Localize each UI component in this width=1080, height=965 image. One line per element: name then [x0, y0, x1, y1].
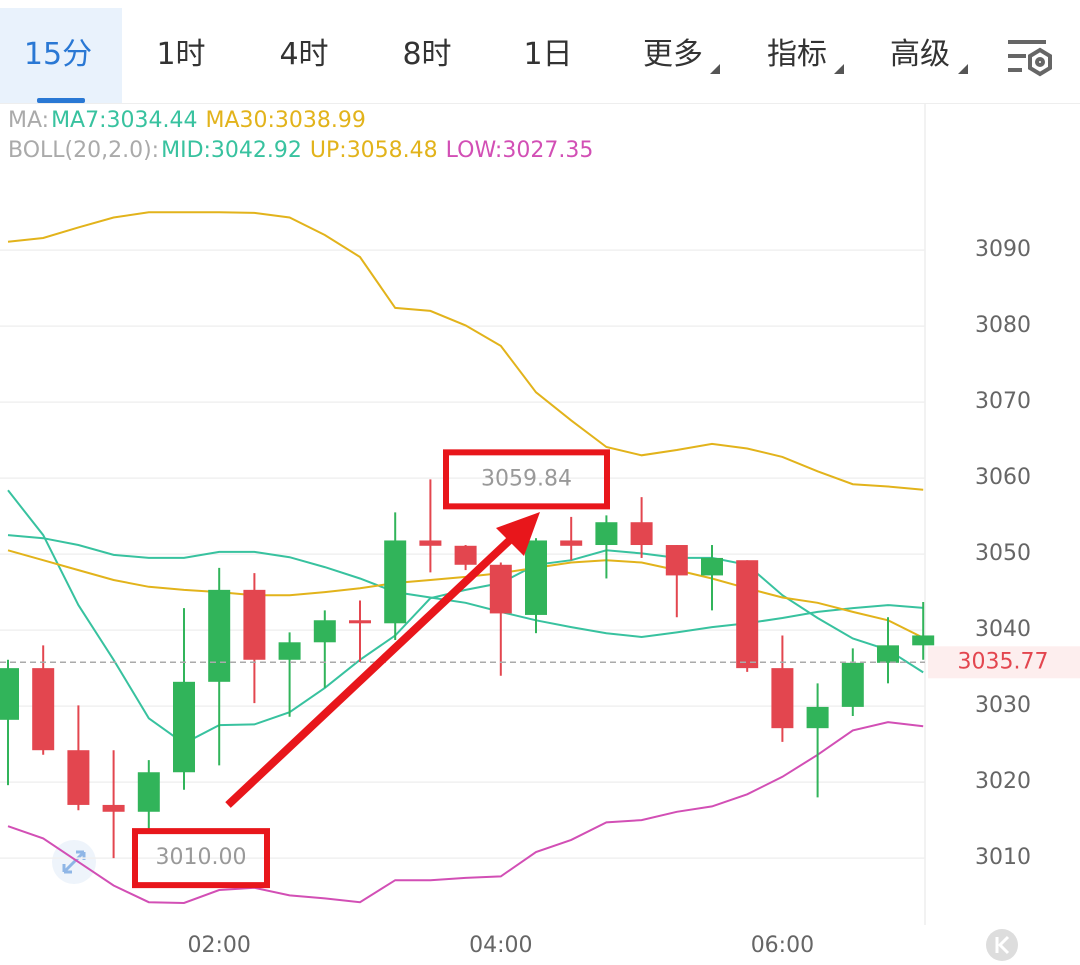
candle-body: [384, 540, 407, 624]
tab[interactable]: 高级: [890, 37, 950, 72]
candle-body: [806, 706, 829, 729]
candle-body: [595, 522, 618, 546]
extreme-label: 3010.00: [156, 845, 247, 870]
candle-body: [349, 620, 371, 624]
indicator-lines: [7, 211, 924, 905]
indicator-legend: MA:MA7:3034.44 MA30:3038.99 BOLL(20,2.0):M…: [8, 106, 593, 166]
indicator-line: [7, 721, 924, 905]
active-tab-underline: [37, 98, 85, 103]
tab[interactable]: 更多: [643, 37, 703, 72]
candle-body: [419, 540, 442, 546]
candle-body: [208, 589, 231, 682]
x-tick-label: 02:00: [187, 933, 250, 958]
last-price-label: 3035.77: [958, 649, 1049, 674]
candle-body: [841, 662, 864, 707]
candle-body: [0, 668, 19, 720]
y-tick-label: 3050: [975, 541, 1031, 566]
last-price-tag: [928, 646, 1080, 679]
y-tick-label: 3010: [975, 845, 1031, 870]
y-tick-label: 3030: [975, 693, 1031, 718]
tab[interactable]: 15分: [23, 37, 93, 72]
extreme-label: 3059.84: [481, 466, 572, 491]
y-tick-label: 3020: [975, 769, 1031, 794]
candle-body: [313, 620, 336, 643]
candle-body: [877, 645, 899, 663]
candle-body: [701, 557, 723, 576]
candle-body: [630, 522, 653, 546]
legend-item: UP:3058.48: [309, 138, 438, 163]
dropdown-icon: [958, 64, 968, 74]
y-tick-label: 3040: [975, 617, 1031, 642]
x-tick-label: 04:00: [469, 933, 532, 958]
tab[interactable]: 1日: [523, 37, 573, 72]
candle-body: [173, 681, 195, 773]
candle-body: [32, 668, 55, 751]
y-tick-label: 3080: [975, 313, 1031, 338]
y-tick-label: 3070: [975, 389, 1031, 414]
legend-item: MA30:3038.99: [205, 108, 366, 133]
legend-row: BOLL(20,2.0):MID:3042.92 UP:3058.48 LOW:30…: [8, 136, 593, 166]
settings-icon[interactable]: [1008, 40, 1052, 77]
settings-icon-layer: [1008, 40, 1052, 77]
dropdown-icon: [710, 64, 720, 74]
candle-body: [278, 642, 301, 660]
candle-body: [102, 804, 125, 812]
indicator-line: [7, 211, 924, 491]
highlight-box: [132, 828, 270, 889]
legend-label: BOLL(20,2.0):: [8, 138, 160, 163]
legend-item: MID:3042.92: [161, 138, 302, 163]
x-tick-label: 06:00: [751, 933, 814, 958]
active-tab-bg: [0, 8, 122, 103]
tab[interactable]: 1时: [156, 37, 206, 72]
candles: [0, 479, 935, 859]
candle-body: [771, 668, 794, 729]
y-tick-label: 3060: [975, 465, 1031, 490]
candle-body: [489, 564, 512, 614]
candle-body: [137, 772, 160, 812]
legend-item: MA7:3034.44: [51, 108, 198, 133]
legend-row: MA:MA7:3034.44 MA30:3038.99: [8, 106, 593, 136]
arrow-shaft: [225, 535, 515, 808]
candle-body: [912, 635, 935, 646]
y-tick-label: 3090: [975, 237, 1031, 262]
candle-body: [243, 589, 266, 660]
tab[interactable]: 4时: [279, 37, 329, 72]
highlight-box: [443, 449, 610, 510]
indicator-line: [7, 534, 924, 639]
arrow-head: [496, 512, 540, 556]
indicator-line: [7, 489, 924, 745]
candle-body: [525, 540, 547, 615]
legend-item: LOW:3027.35: [445, 138, 594, 163]
dropdown-icon: [834, 64, 844, 74]
legend-label: MA:: [8, 108, 50, 133]
candle-body: [454, 545, 477, 565]
tab[interactable]: 指标: [767, 37, 827, 72]
candle-body: [736, 560, 759, 669]
expand-icon[interactable]: [52, 840, 96, 884]
scroll-latest-icon[interactable]: [986, 929, 1018, 961]
tab-bar: 15分 1时 4时 8时 1日 更多 指标 高级: [0, 0, 1080, 104]
candle-body: [67, 750, 90, 805]
candle-body: [665, 545, 688, 576]
tab[interactable]: 8时: [402, 37, 452, 72]
candle-body: [560, 540, 583, 546]
